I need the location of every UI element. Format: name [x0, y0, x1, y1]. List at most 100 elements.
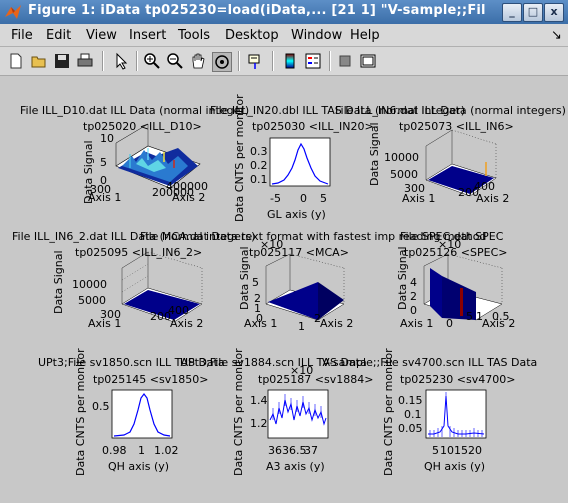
- z-tick: 4: [410, 276, 417, 289]
- menu-view[interactable]: View: [86, 28, 117, 43]
- z-tick: 0: [100, 174, 107, 187]
- x-tick: 37: [304, 444, 318, 457]
- y-axis-label: Axis 2: [172, 191, 206, 204]
- z-tick: 1: [254, 302, 261, 315]
- x-tick: 36.5: [282, 444, 307, 457]
- menu-tools[interactable]: Tools: [178, 28, 211, 43]
- plot-title: File ILL_D10.dat ILL Data (normal intege…: [20, 104, 250, 117]
- exponent-label: ×10: [290, 364, 314, 377]
- pointer-icon[interactable]: [112, 52, 130, 70]
- toolbar-separator: [272, 51, 274, 71]
- rotate-3d-icon[interactable]: [212, 52, 232, 72]
- toolbar-separator: [329, 51, 331, 71]
- toolbar: [0, 47, 568, 76]
- plot-title: File MCA.dat Data text format with faste…: [140, 230, 487, 243]
- colorbar-icon[interactable]: [281, 52, 299, 70]
- figure-canvas[interactable]: File ILL_D10.dat ILL Data (normal intege…: [0, 76, 568, 503]
- y-tick: 0.2: [250, 159, 268, 172]
- surface-plot-spec[interactable]: [420, 253, 510, 324]
- z-tick: 2: [410, 290, 417, 303]
- y-tick: 200: [150, 310, 171, 323]
- x-axis-label: Axis 1: [400, 317, 434, 330]
- data-cursor-icon[interactable]: [246, 52, 264, 70]
- plot-subtitle: tp025095 <ILL_IN6_2>: [75, 246, 203, 259]
- surface-plot-mca[interactable]: [262, 253, 352, 324]
- surface-plot-ill-in6-2[interactable]: [118, 251, 208, 324]
- menu-window[interactable]: Window: [291, 28, 343, 43]
- x-axis-label: Axis 1: [244, 317, 278, 330]
- x-tick: 15: [454, 444, 468, 457]
- menu-dock-arrow-icon[interactable]: ↘: [551, 28, 562, 43]
- y-tick: 0.1: [250, 173, 268, 186]
- menu-file[interactable]: File: [11, 28, 33, 43]
- surface-plot-ill-in6[interactable]: [420, 129, 500, 198]
- save-icon[interactable]: [53, 52, 71, 70]
- x-axis-label: Axis 1: [402, 192, 436, 205]
- plot-subtitle: tp025030 <ILL_IN20>: [252, 120, 374, 133]
- plot-title: File ILL_IN20.dbl ILL TAS Data (normal i…: [210, 104, 466, 117]
- plot-subtitle: tp025020 <ILL_D10>: [83, 120, 202, 133]
- menu-edit[interactable]: Edit: [46, 28, 72, 43]
- toolbar-separator: [238, 51, 240, 71]
- maximize-button[interactable]: □: [523, 3, 543, 22]
- window-title: Figure 1: iData tp025230=load(iData,... …: [28, 3, 486, 18]
- y-tick: 1.4: [250, 394, 268, 407]
- x-axis-label: GL axis (y): [267, 208, 326, 221]
- y-tick: 400: [168, 304, 189, 317]
- y-tick: 400000: [166, 180, 208, 193]
- legend-icon[interactable]: [304, 52, 322, 70]
- close-button[interactable]: x: [544, 3, 564, 22]
- y-axis-label: Axis 2: [170, 317, 204, 330]
- show-plot-tools-icon[interactable]: [359, 52, 377, 70]
- exponent-label: ×10: [438, 238, 462, 251]
- plot-subtitle: tp025126 <SPEC>: [404, 246, 508, 259]
- zoom-out-icon[interactable]: [166, 52, 184, 70]
- z-tick: 5000: [390, 168, 418, 181]
- x-tick: 5: [466, 310, 473, 323]
- menu-insert[interactable]: Insert: [129, 28, 167, 43]
- z-axis-label: Data Signal: [52, 250, 65, 314]
- zoom-in-icon[interactable]: [143, 52, 161, 70]
- plot-title: UPt3;File sv1850.scn ILL TAS Data: [38, 356, 225, 369]
- plot-subtitle: tp025230 <sv4700>: [400, 373, 516, 386]
- line-plot-sv1850[interactable]: [111, 389, 173, 439]
- z-tick: 10000: [384, 151, 419, 164]
- pan-hand-icon[interactable]: [189, 52, 207, 70]
- line-plot-sv1884[interactable]: [267, 389, 329, 439]
- plot-title: File ILL_IN6.dat ILL Data (normal intege…: [335, 104, 566, 117]
- hide-plot-tools-icon[interactable]: [336, 52, 354, 70]
- z-tick: 2: [254, 292, 261, 305]
- line-plot-ill-in20[interactable]: [269, 137, 331, 187]
- y-tick: 0.5: [92, 400, 110, 413]
- menu-desktop[interactable]: Desktop: [225, 28, 279, 43]
- plot-subtitle: tp025117 <MCA>: [249, 246, 349, 259]
- z-tick: 5: [252, 276, 259, 289]
- y-tick: 200: [458, 186, 479, 199]
- x-axis-label: Axis 1: [88, 317, 122, 330]
- x-axis-label: Axis 1: [88, 191, 122, 204]
- y-tick: 1: [476, 310, 483, 323]
- matlab-logo-icon: [5, 5, 21, 19]
- plot-subtitle: tp025073 <ILL_IN6>: [399, 120, 514, 133]
- x-tick: -5: [270, 192, 281, 205]
- surface-plot-ill-d10[interactable]: [108, 123, 208, 210]
- y-tick: 0.05: [398, 422, 423, 435]
- y-tick: 0.5: [492, 310, 510, 323]
- new-file-icon[interactable]: [7, 52, 25, 70]
- y-axis-label: Data CNTS per monitor: [74, 348, 87, 476]
- print-icon[interactable]: [76, 52, 94, 70]
- x-tick: 300: [90, 183, 111, 196]
- z-axis-label: Data Signal: [368, 122, 381, 186]
- exponent-label: ×10: [260, 238, 284, 251]
- plot-title: V-sample;;File sv4700.scn ILL TAS Data: [322, 356, 538, 369]
- open-folder-icon[interactable]: [30, 52, 48, 70]
- line-plot-sv4700[interactable]: [425, 389, 487, 439]
- minimize-button[interactable]: _: [502, 3, 522, 22]
- x-axis-label: QH axis (y): [424, 460, 486, 473]
- plot-subtitle: tp025145 <sv1850>: [93, 373, 209, 386]
- menu-help[interactable]: Help: [350, 28, 380, 43]
- y-tick: 1.2: [250, 417, 268, 430]
- x-tick: 300: [100, 308, 121, 321]
- y-tick: 1: [298, 320, 305, 333]
- y-axis-label: Data CNTS per monitor: [382, 348, 395, 476]
